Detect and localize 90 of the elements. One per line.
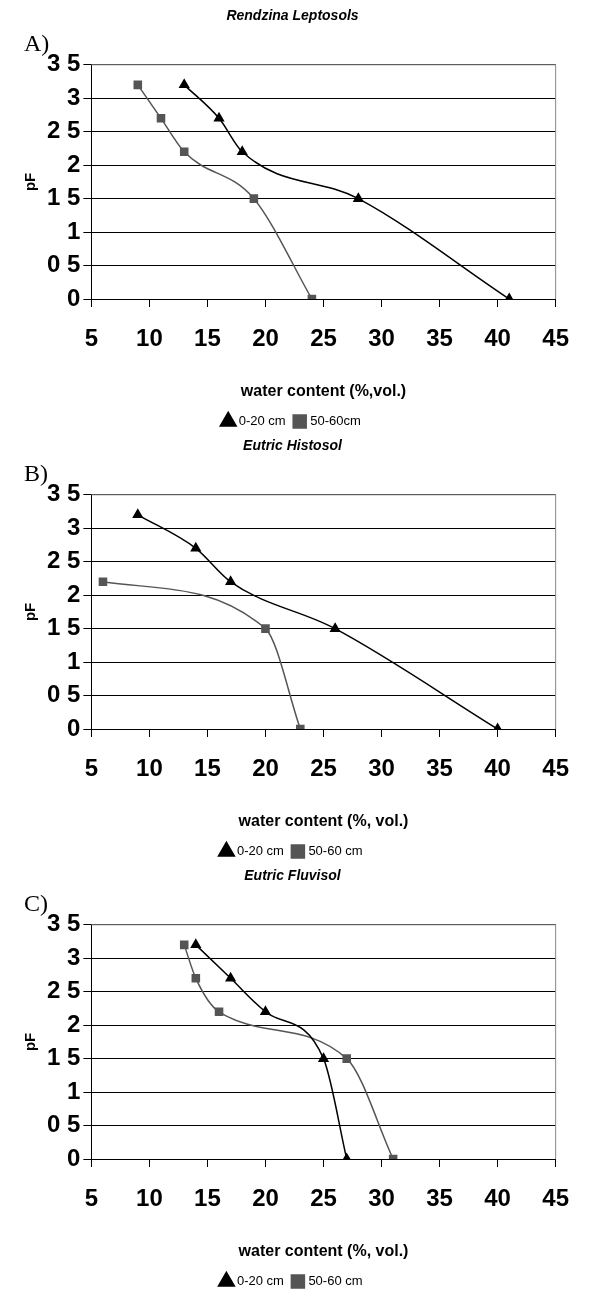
point (261, 624, 270, 633)
legend-label: 50-60 cm (308, 1273, 363, 1289)
x-tick-label: 40 (484, 754, 511, 782)
y-tick-label: 0 (67, 1143, 81, 1171)
point (225, 576, 236, 586)
legend-label: 0-20 cm (236, 1273, 284, 1289)
point (214, 1007, 224, 1017)
text: C) (24, 890, 48, 916)
y-tick-label: 1 5 (46, 183, 81, 211)
x-axis-title: water content (%, vol.) (237, 811, 409, 829)
x-tick-label: 15 (194, 754, 221, 782)
x-tick-label: 35 (426, 1184, 453, 1212)
y-tick-label: 0 (67, 283, 81, 311)
y-tick-label: 0 (67, 713, 81, 741)
x-tick-label: 35 (426, 754, 453, 782)
point (156, 114, 166, 123)
y-tick-label: 3 (67, 512, 81, 540)
x-tick-label: 5 (84, 1184, 99, 1212)
point (213, 112, 225, 122)
y-tick-label: 1 5 (46, 613, 81, 641)
x-tick-label: 30 (368, 1184, 395, 1212)
x-tick-label: 45 (542, 324, 569, 352)
y-tick-label: 3 (67, 942, 81, 970)
point (318, 1052, 329, 1062)
x-tick-label: 20 (252, 324, 279, 352)
y-tick-label: 2 (67, 149, 81, 177)
x-tick-label: 25 (310, 1184, 337, 1212)
chart-title: Eutric Fluvisol (244, 867, 342, 884)
text: A) (24, 30, 50, 56)
x-tick-label: 25 (310, 324, 337, 352)
text: B) (24, 460, 48, 486)
point (330, 622, 341, 632)
point (249, 194, 259, 203)
y-tick-label: 1 (67, 646, 81, 674)
y-tick-label: 3 5 (46, 479, 81, 507)
x-tick-label: 45 (542, 1184, 569, 1212)
x-tick-label: 10 (136, 1184, 163, 1212)
x-tick-label: 30 (368, 324, 395, 352)
x-tick-label: 20 (252, 1184, 279, 1212)
point (237, 146, 248, 156)
y-tick-label: 2 5 (46, 976, 81, 1004)
y-tick-label: 1 (67, 216, 81, 244)
y-axis-title: pF (21, 1032, 39, 1052)
y-tick-label: 1 (67, 1076, 81, 1104)
point (260, 1006, 271, 1016)
y-tick-label: 2 (67, 579, 81, 607)
x-tick-label: 5 (84, 324, 99, 352)
x-tick-label: 20 (252, 754, 279, 782)
point (132, 509, 143, 519)
y-tick-label: 3 5 (46, 909, 81, 937)
point (179, 940, 189, 950)
point (191, 974, 201, 983)
point (353, 192, 364, 202)
x-axis-title: water content (%,vol.) (239, 381, 407, 399)
x-tick-label: 15 (194, 1184, 221, 1212)
point (190, 542, 201, 552)
x-tick-label: 15 (194, 324, 221, 352)
point (179, 79, 190, 89)
x-tick-label: 25 (310, 754, 337, 782)
y-tick-label: 2 (67, 1009, 81, 1037)
legend-label: 50-60 cm (308, 843, 363, 859)
y-tick-label: 0 5 (46, 1110, 81, 1138)
x-tick-label: 35 (426, 324, 453, 352)
y-tick-label: 2 5 (46, 116, 81, 144)
chart-title: Rendzina Leptosols (226, 7, 359, 24)
y-tick-label: 0 5 (46, 680, 81, 708)
x-tick-label: 5 (84, 754, 99, 782)
point (190, 939, 201, 949)
x-tick-label: 10 (136, 324, 163, 352)
point (98, 577, 108, 587)
legend-label: 0-20 cm (238, 413, 286, 429)
point (225, 972, 236, 982)
y-axis-title: pF (21, 602, 39, 622)
point (179, 147, 189, 157)
y-tick-label: 3 (67, 82, 81, 110)
y-tick-label: 0 5 (46, 250, 81, 278)
x-tick-label: 30 (368, 754, 395, 782)
y-tick-label: 2 5 (46, 546, 81, 574)
point (342, 1054, 352, 1063)
x-tick-label: 45 (542, 754, 569, 782)
y-axis-title: pF (21, 172, 39, 192)
y-tick-label: 1 5 (46, 1043, 81, 1071)
legend-label: 50-60cm (310, 413, 361, 429)
x-axis-title: water content (%, vol.) (237, 1241, 409, 1259)
x-tick-label: 40 (484, 1184, 511, 1212)
x-tick-label: 40 (484, 324, 511, 352)
legend-label: 0-20 cm (236, 843, 284, 859)
point (133, 80, 143, 90)
chart-title: Eutric Histosol (243, 437, 343, 454)
x-tick-label: 10 (136, 754, 163, 782)
